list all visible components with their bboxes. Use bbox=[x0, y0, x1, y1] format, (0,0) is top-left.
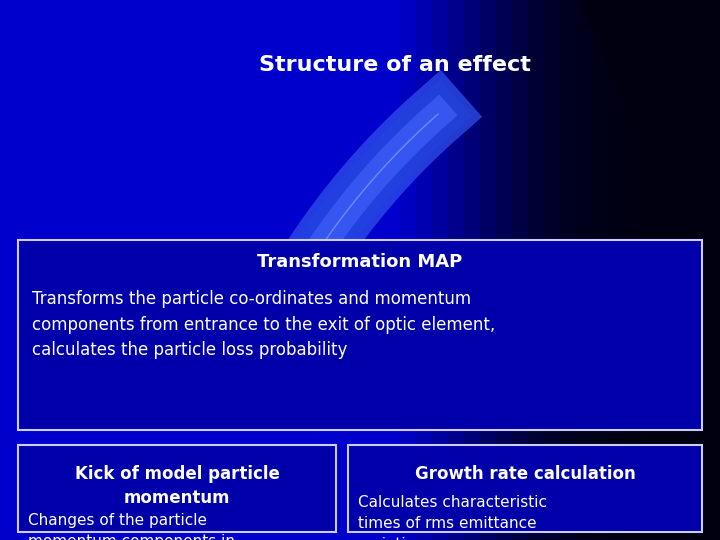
Text: Changes of the particle
momentum components in
accordance with step of the
integ: Changes of the particle momentum compone… bbox=[28, 513, 271, 540]
Bar bbox=[480, 0, 720, 540]
Bar bbox=[544, 0, 720, 540]
Bar bbox=[592, 0, 720, 540]
Bar bbox=[560, 0, 720, 540]
FancyBboxPatch shape bbox=[18, 445, 336, 532]
Bar bbox=[528, 0, 720, 540]
Bar bbox=[608, 0, 720, 540]
Text: Transforms the particle co-ordinates and momentum
components from entrance to th: Transforms the particle co-ordinates and… bbox=[32, 290, 495, 360]
Bar bbox=[656, 0, 720, 540]
Bar bbox=[704, 0, 720, 540]
Bar bbox=[448, 0, 720, 540]
Text: Structure of an effect: Structure of an effect bbox=[259, 55, 531, 75]
Bar bbox=[464, 0, 720, 540]
Bar bbox=[512, 0, 720, 540]
Bar bbox=[576, 0, 720, 540]
Bar bbox=[496, 0, 720, 540]
FancyBboxPatch shape bbox=[348, 445, 702, 532]
Bar bbox=[640, 0, 720, 540]
Bar bbox=[624, 0, 720, 540]
FancyBboxPatch shape bbox=[18, 240, 702, 430]
Text: Transformation MAP: Transformation MAP bbox=[257, 253, 463, 271]
Bar bbox=[416, 0, 720, 540]
Bar bbox=[400, 0, 720, 540]
Bar bbox=[688, 0, 720, 540]
Text: Calculates characteristic
times of rms emittance
variation
and beam life-time: Calculates characteristic times of rms e… bbox=[358, 495, 547, 540]
Text: Kick of model particle
momentum: Kick of model particle momentum bbox=[75, 465, 279, 507]
Text: Growth rate calculation: Growth rate calculation bbox=[415, 465, 635, 483]
Polygon shape bbox=[400, 0, 720, 340]
Bar bbox=[672, 0, 720, 540]
Bar bbox=[432, 0, 720, 540]
